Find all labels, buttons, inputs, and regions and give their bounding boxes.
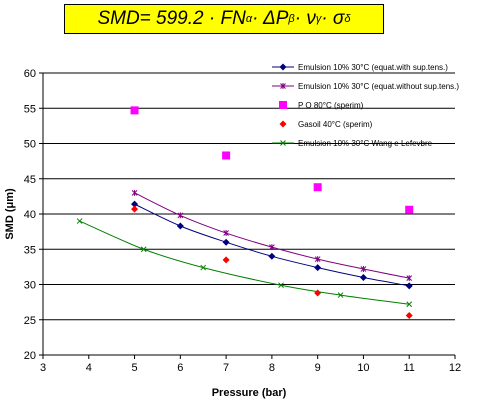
data-point-0-2 [222,238,230,246]
data-point-1-4 [314,256,321,263]
legend-marker-0 [279,63,287,71]
series-2 [130,106,414,214]
data-point-4-2 [200,264,207,271]
grid-layer [43,72,455,321]
data-point-3-1 [222,256,230,264]
x-tick-label-10: 10 [357,362,369,374]
y-tick-label-60: 60 [24,68,36,80]
data-point-3-0 [131,205,139,213]
series-4 [76,218,413,308]
series-layer [76,106,414,320]
data-point-3-2 [314,289,322,297]
data-point-0-3 [268,252,276,260]
y-tick-label-35: 35 [24,244,36,256]
data-point-1-6 [406,275,413,282]
y-tick-label-25: 25 [24,315,36,327]
legend-label-4: Emulsion 10% 30°C Wang e Lefevbre [298,139,433,148]
x-tick-label-7: 7 [223,362,229,374]
y-tick-label-20: 20 [24,350,36,362]
formula-visc: · ν [294,8,316,29]
series-line-4 [79,220,410,305]
y-tick-label-55: 55 [24,103,36,115]
data-point-2-2 [313,183,322,192]
data-point-3-3 [405,312,413,320]
formula-gamma: γ [315,13,322,25]
legend-label-3: Gasoil 40°C (sperim) [298,120,373,129]
data-point-1-5 [360,265,367,272]
x-tick-label-4: 4 [86,362,92,374]
formula-sigma: · σ [321,8,345,29]
legend-label-2: P O 80°C (sperim) [298,101,364,110]
x-tick-label-9: 9 [315,362,321,374]
legend-marker-1 [280,83,286,89]
data-point-4-4 [337,292,344,298]
legend-layer: Emulsion 10% 30°C (equat.with sup.tens.)… [272,63,459,148]
data-point-4-5 [406,301,413,308]
data-point-1-2 [223,230,229,237]
y-tick-label-45: 45 [24,174,36,186]
formula-beta: β [288,13,295,25]
data-point-4-1 [140,246,147,253]
data-point-4-0 [76,218,83,224]
series-line-1 [134,192,410,279]
legend-marker-2 [279,101,287,109]
data-point-0-6 [405,282,413,290]
x-tick-label-6: 6 [177,362,183,374]
data-point-2-1 [222,151,231,160]
data-point-0-5 [359,273,367,281]
y-tick-label-40: 40 [24,209,36,221]
data-point-4-3 [278,282,284,289]
series-0 [131,200,413,290]
data-point-0-0 [131,200,139,208]
y-tick-label-30: 30 [24,280,36,292]
data-point-0-4 [314,264,322,272]
formula-dp: · ΔP [252,8,289,29]
legend-marker-4 [280,140,286,146]
formula-lead: SMD= 599.2 · FN [97,8,246,29]
x-tick-label-8: 8 [269,362,275,374]
x-tick-label-3: 3 [40,362,46,374]
data-point-1-3 [269,244,275,251]
legend-label-0: Emulsion 10% 30°C (equat.with sup.tens.) [298,63,448,72]
formula-delta: δ [344,13,351,25]
x-tick-label-5: 5 [131,362,137,374]
data-point-1-0 [131,189,138,196]
y-axis-title: SMD (μm) [4,188,16,240]
legend-label-1: Emulsion 10% 30°C (equat.without sup.ten… [298,82,459,91]
legend-marker-3 [279,120,287,128]
formula-alpha: α [245,13,253,25]
x-tick-label-11: 11 [404,362,415,374]
series-1 [131,189,413,282]
x-tick-label-12: 12 [449,362,461,374]
data-point-1-1 [177,212,184,219]
data-point-2-3 [405,205,414,214]
x-axis-title: Pressure (bar) [212,387,287,399]
data-point-0-1 [176,222,184,230]
data-point-2-0 [130,106,139,115]
y-tick-label-50: 50 [24,139,36,151]
